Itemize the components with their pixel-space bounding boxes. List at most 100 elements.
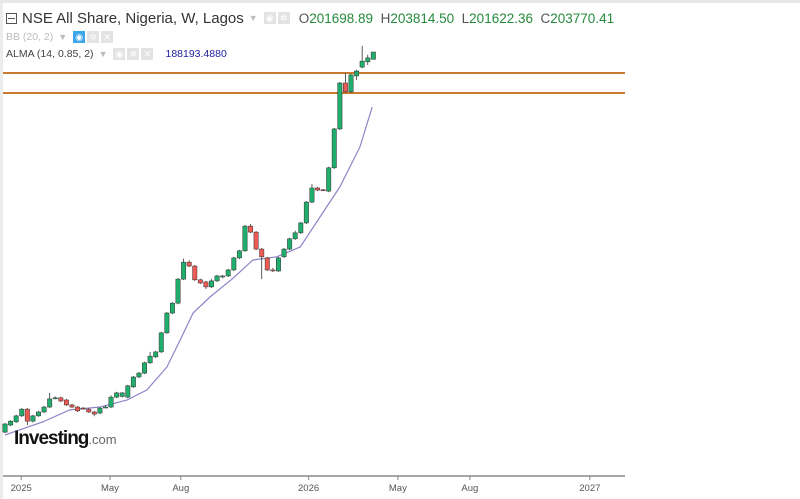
candle-up: [292, 232, 298, 240]
candle-up: [309, 187, 315, 203]
candle-up: [231, 257, 237, 271]
candle-down: [342, 82, 348, 93]
high-value: 203814.50: [390, 10, 455, 26]
candle-up: [303, 201, 309, 224]
candle-up: [153, 351, 159, 358]
candle-up: [175, 278, 181, 304]
candle-down: [320, 189, 326, 191]
candle-up: [158, 332, 164, 353]
candle-up: [287, 238, 293, 250]
x-tick-label: 2026: [298, 483, 319, 494]
candle-up: [41, 406, 47, 413]
logo-main: Investing: [14, 428, 89, 449]
chart-legend: NSE All Share, Nigeria, W, Lagos ▼ ◉ ✲ O…: [6, 8, 614, 62]
bb-label[interactable]: BB (20, 2): [6, 31, 54, 43]
x-tick-label: 2025: [11, 483, 32, 494]
logo-suffix: .com: [88, 432, 117, 447]
candle-up: [36, 411, 41, 417]
candle-up: [331, 128, 337, 169]
left-border: [0, 3, 3, 499]
candle-up: [359, 60, 365, 68]
candle-up: [281, 248, 287, 258]
candle-up: [147, 355, 153, 364]
candle-down: [63, 399, 69, 406]
chevron-down-icon[interactable]: ▼: [98, 49, 108, 59]
candle-up: [236, 250, 242, 259]
candle-up: [125, 385, 131, 398]
high-label: H: [380, 10, 391, 26]
chevron-down-icon[interactable]: ▼: [58, 32, 68, 42]
candle-up: [97, 407, 103, 414]
candle-up: [326, 167, 332, 192]
alma-value: 188193.4880: [165, 48, 227, 60]
ohlc-values: O201698.89 H203814.50 L201622.36 C203770…: [299, 11, 614, 26]
top-border: [0, 0, 800, 3]
candle-up: [119, 392, 125, 397]
candle-up: [365, 57, 371, 63]
candle-up: [209, 280, 214, 288]
candle-up: [13, 415, 19, 423]
eye-icon[interactable]: ◉: [73, 31, 86, 43]
candle-up: [136, 372, 142, 378]
close-icon[interactable]: ✕: [141, 48, 154, 60]
investing-logo: Investing.com: [14, 428, 117, 450]
candle-up: [169, 302, 175, 314]
candle-down: [24, 408, 30, 422]
candle-up: [47, 398, 53, 408]
candle-up: [298, 222, 304, 234]
eye-icon[interactable]: ◉: [113, 48, 126, 60]
candle-down: [80, 407, 86, 410]
candle-up: [108, 396, 114, 408]
candle-up: [19, 408, 25, 417]
candle-down: [197, 279, 203, 284]
x-tick-label: Aug: [461, 483, 478, 494]
candle-down: [253, 231, 259, 250]
candle-up: [276, 257, 281, 272]
gear-icon[interactable]: ✲: [277, 12, 290, 24]
candle-down: [264, 257, 270, 271]
candle-up: [2, 423, 8, 433]
gear-icon[interactable]: ✲: [87, 31, 100, 43]
candle-up: [52, 397, 58, 400]
candle-down: [248, 225, 254, 233]
candle-down: [315, 187, 320, 191]
collapse-icon[interactable]: [6, 12, 17, 24]
low-label: L: [461, 10, 470, 26]
candle-down: [192, 265, 198, 281]
candle-down: [75, 406, 81, 412]
candle-up: [225, 269, 231, 277]
candle-up: [30, 415, 36, 422]
candle-up: [354, 70, 360, 77]
candle-up: [164, 312, 170, 334]
x-tick-label: May: [389, 483, 407, 494]
eye-icon[interactable]: ◉: [263, 12, 276, 24]
candle-down: [203, 281, 209, 288]
candle-up: [348, 74, 354, 93]
x-tick-label: Aug: [172, 483, 189, 494]
gear-icon[interactable]: ✲: [127, 48, 140, 60]
candle-down: [69, 404, 75, 408]
candle-up: [114, 392, 120, 398]
alma-line: [4, 106, 373, 436]
chevron-down-icon[interactable]: ▼: [248, 13, 258, 23]
alma-indicator-row: ALMA (14, 0.85, 2) ▼ ◉ ✲ ✕ 188193.4880: [6, 46, 614, 62]
x-tick-label: May: [101, 483, 119, 494]
candle-up: [370, 51, 376, 60]
candle-down: [259, 248, 265, 258]
close-value: 203770.41: [550, 10, 615, 26]
close-icon[interactable]: ✕: [101, 31, 114, 43]
candle-up: [8, 420, 14, 426]
candle-down: [86, 408, 92, 413]
candle-down: [91, 411, 97, 415]
candle-up: [337, 82, 343, 130]
open-value: 201698.89: [309, 10, 374, 26]
alma-label[interactable]: ALMA (14, 0.85, 2): [6, 48, 94, 60]
open-label: O: [298, 10, 310, 26]
candle-up: [103, 406, 108, 409]
x-tick-label: 2027: [579, 483, 600, 494]
candle-up: [220, 275, 226, 278]
candle-up: [181, 261, 187, 280]
low-value: 201622.36: [469, 10, 533, 26]
symbol-row: NSE All Share, Nigeria, W, Lagos ▼ ◉ ✲ O…: [6, 8, 614, 28]
